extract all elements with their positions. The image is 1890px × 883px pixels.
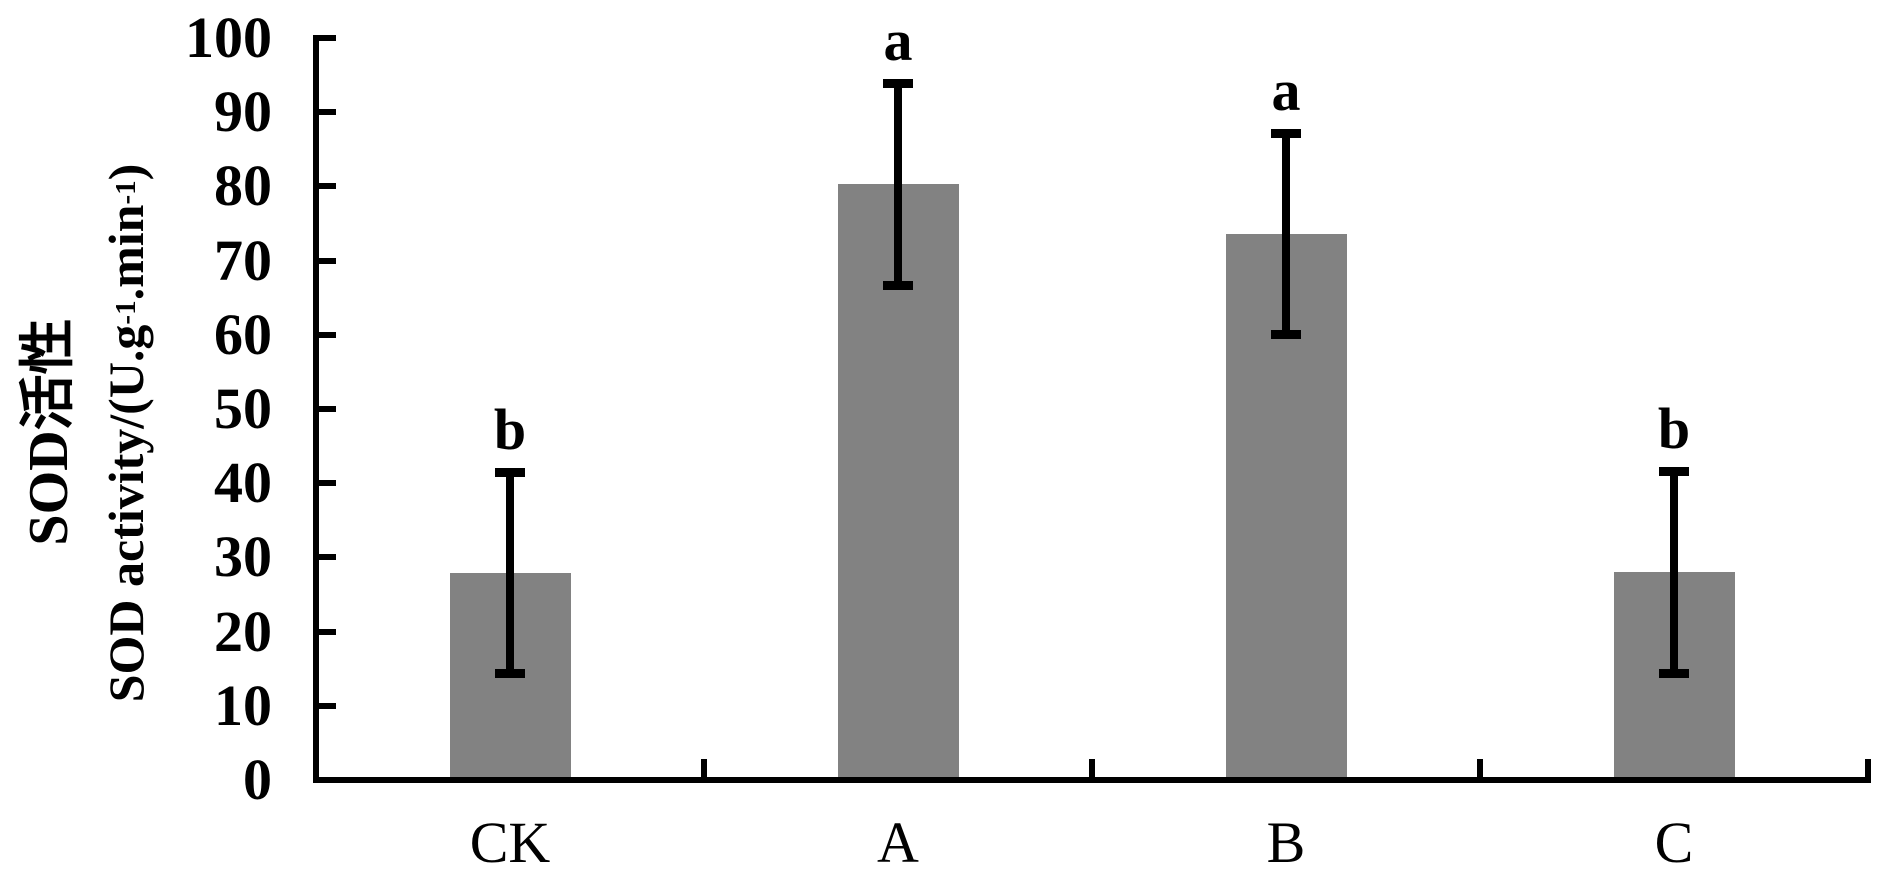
y-tick-10 (319, 702, 336, 709)
error-bar-cap-bottom-a (883, 280, 913, 290)
error-bar-cap-bottom-ck (495, 669, 525, 679)
y-tick-label-60: 60 (214, 301, 272, 367)
sig-letter-ck: b (493, 396, 527, 462)
sig-letter-c: b (1657, 395, 1691, 461)
error-bar-line-ck (506, 467, 514, 679)
y-tick-label-30: 30 (214, 524, 272, 590)
y-tick-label-20: 20 (214, 598, 272, 664)
error-bar-cap-top-b (1271, 128, 1301, 138)
y-tick-label-10: 10 (214, 672, 272, 738)
x-tick-1 (701, 759, 707, 777)
x-axis-line (313, 777, 1871, 783)
y-tick-80 (319, 183, 336, 190)
sig-letter-b: a (1271, 57, 1301, 123)
error-bar-cap-top-ck (495, 467, 525, 477)
x-tick-4 (1865, 759, 1871, 777)
y-tick-label-100: 100 (185, 5, 272, 70)
x-category-label-c: C (1654, 810, 1694, 875)
y-tick-label-50: 50 (214, 376, 272, 441)
y-axis-line (313, 35, 319, 783)
error-bar-line-c (1670, 466, 1678, 678)
y-tick-label-40: 40 (214, 450, 272, 516)
y-tick-40 (319, 480, 336, 487)
x-category-label-a: A (877, 810, 919, 875)
y-tick-label-80: 80 (214, 153, 272, 219)
y-tick-50 (319, 406, 336, 412)
error-bar-cap-bottom-c (1659, 668, 1689, 678)
sig-letter-a: a (883, 7, 913, 73)
error-bar-cap-top-c (1659, 466, 1689, 476)
x-tick-3 (1477, 759, 1483, 777)
y-tick-70 (319, 257, 336, 264)
y-tick-label-0: 0 (243, 747, 272, 812)
error-bar-line-a (894, 78, 902, 290)
x-category-label-b: B (1266, 810, 1306, 875)
y-tick-100 (319, 35, 336, 41)
y-tick-label-90: 90 (214, 79, 272, 145)
error-bar-cap-bottom-b (1271, 330, 1301, 340)
y-tick-label-70: 70 (214, 227, 272, 293)
x-category-label-ck: CK (469, 810, 551, 875)
y-tick-20 (319, 628, 336, 635)
error-bar-cap-top-a (883, 78, 913, 88)
x-tick-2 (1089, 759, 1095, 777)
error-bar-line-b (1282, 128, 1290, 340)
y-tick-30 (319, 554, 336, 561)
y-tick-60 (319, 331, 336, 338)
y-tick-90 (319, 109, 336, 116)
